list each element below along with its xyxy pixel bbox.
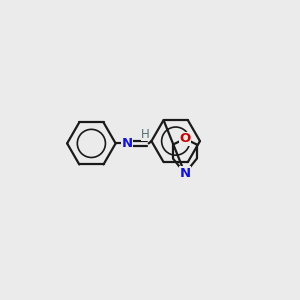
Text: H: H — [141, 128, 150, 141]
Text: N: N — [122, 137, 133, 150]
Text: O: O — [179, 132, 191, 145]
Text: N: N — [179, 167, 191, 180]
